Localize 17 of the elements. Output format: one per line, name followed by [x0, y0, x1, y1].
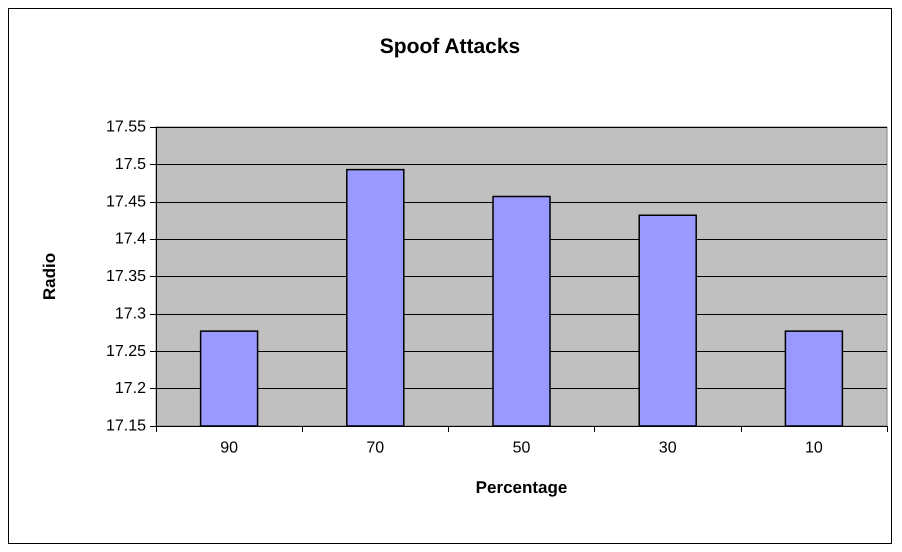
x-tick-label: 50 — [512, 440, 530, 456]
y-tick-label: 17.2 — [114, 380, 146, 398]
chart-title: Spoof Attacks — [380, 35, 520, 58]
y-tick-label: 17.25 — [106, 342, 146, 360]
y-tick-label: 17.15 — [106, 418, 146, 434]
y-axis-title: Radio — [40, 252, 59, 300]
y-tick-label: 17.3 — [114, 305, 146, 322]
y-tick-label: 17.55 — [106, 118, 146, 136]
y-tick-label: 17.4 — [114, 230, 146, 248]
x-tick-label: 90 — [220, 440, 238, 456]
x-tick-label: 30 — [658, 440, 677, 456]
x-tick-label: 10 — [805, 440, 823, 456]
x-axis-title: Percentage — [476, 478, 568, 497]
y-tick-label: 17.35 — [106, 268, 146, 285]
y-tick-label: 17.5 — [114, 156, 146, 173]
y-tick-label: 17.45 — [106, 193, 146, 210]
x-tick-label: 70 — [366, 440, 384, 456]
